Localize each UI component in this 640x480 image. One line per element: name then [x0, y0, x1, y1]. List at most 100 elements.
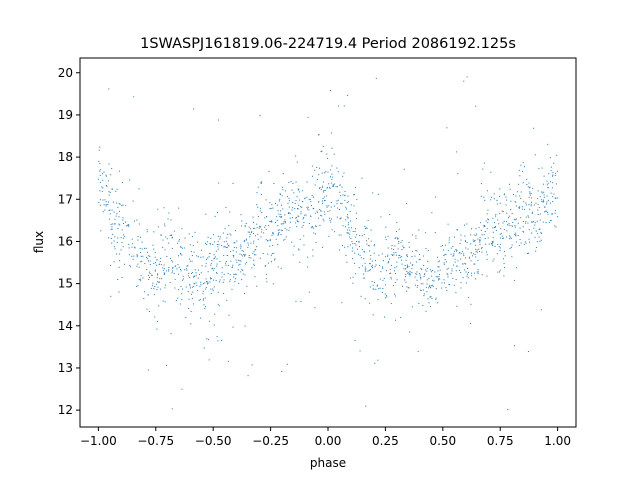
data-point	[286, 196, 288, 198]
data-point	[420, 289, 422, 291]
data-point	[520, 197, 522, 199]
data-point	[420, 278, 422, 280]
data-point	[178, 266, 180, 268]
data-point	[189, 287, 191, 289]
data-point	[467, 248, 469, 250]
data-point	[208, 256, 210, 258]
data-point	[423, 293, 425, 295]
data-point	[416, 271, 418, 273]
data-point	[278, 213, 280, 215]
data-point	[176, 242, 178, 244]
data-point	[543, 191, 545, 193]
data-point	[345, 254, 347, 256]
data-point	[523, 231, 525, 233]
data-point	[471, 275, 473, 277]
data-point	[185, 317, 187, 319]
data-point	[108, 194, 110, 196]
data-point	[195, 282, 197, 284]
data-point	[282, 189, 284, 191]
data-point	[364, 270, 366, 272]
data-point	[425, 248, 427, 250]
data-point	[214, 241, 216, 243]
data-point	[246, 285, 248, 287]
data-point	[460, 234, 462, 236]
data-point	[259, 210, 261, 212]
data-point	[382, 266, 383, 268]
data-point	[317, 134, 319, 136]
data-point	[483, 234, 485, 236]
data-point	[543, 196, 545, 198]
data-point	[470, 322, 472, 324]
data-point	[518, 207, 520, 209]
data-point	[510, 200, 512, 202]
data-point	[531, 232, 533, 234]
data-point	[213, 268, 215, 270]
data-point	[507, 408, 509, 410]
data-point	[219, 281, 221, 283]
data-point	[212, 243, 214, 245]
data-point	[205, 242, 207, 244]
data-point	[235, 251, 237, 253]
data-point	[232, 326, 234, 328]
data-point	[346, 261, 348, 263]
data-point	[336, 216, 338, 218]
data-point	[542, 201, 544, 203]
data-point	[347, 224, 349, 226]
data-point	[257, 233, 259, 235]
data-point	[111, 209, 113, 211]
data-point	[371, 266, 373, 268]
data-point	[175, 300, 177, 302]
data-point	[108, 237, 110, 239]
data-point	[160, 234, 162, 236]
data-point	[375, 264, 377, 266]
data-point	[311, 175, 313, 177]
data-point	[255, 254, 257, 256]
data-point	[241, 279, 243, 281]
data-point	[510, 246, 512, 248]
data-point	[244, 263, 246, 265]
data-point	[245, 223, 247, 224]
data-point	[500, 228, 502, 230]
data-point	[291, 217, 293, 219]
data-point	[455, 249, 457, 251]
y-tick-label: 20	[58, 66, 73, 80]
data-point	[171, 260, 173, 262]
data-point	[298, 204, 300, 206]
data-point	[301, 226, 303, 228]
data-point	[123, 234, 125, 236]
data-point	[248, 244, 250, 246]
data-point	[288, 197, 290, 199]
data-point	[314, 212, 316, 214]
data-point	[191, 260, 193, 262]
data-point	[322, 146, 324, 148]
data-point	[372, 288, 374, 290]
data-point	[108, 218, 110, 220]
data-point	[164, 287, 166, 289]
data-point	[225, 247, 227, 249]
data-point	[301, 200, 303, 202]
data-point	[138, 279, 140, 281]
data-point	[166, 255, 168, 257]
data-point	[449, 284, 451, 286]
data-point	[492, 227, 494, 229]
data-point	[298, 189, 300, 191]
data-point	[492, 244, 494, 246]
data-point	[277, 234, 279, 236]
data-point	[277, 229, 279, 231]
data-point	[512, 194, 514, 196]
data-point	[122, 219, 124, 221]
data-point	[206, 241, 208, 243]
data-point	[407, 264, 409, 266]
data-point	[541, 167, 543, 169]
data-point	[409, 331, 411, 333]
data-point	[509, 238, 511, 240]
data-point	[395, 273, 397, 275]
data-point	[173, 272, 175, 274]
data-point	[143, 298, 145, 300]
data-point	[439, 269, 441, 271]
data-point	[486, 190, 488, 192]
data-point	[506, 221, 508, 223]
data-point	[113, 240, 115, 242]
data-point	[532, 221, 534, 223]
data-point	[188, 272, 190, 274]
